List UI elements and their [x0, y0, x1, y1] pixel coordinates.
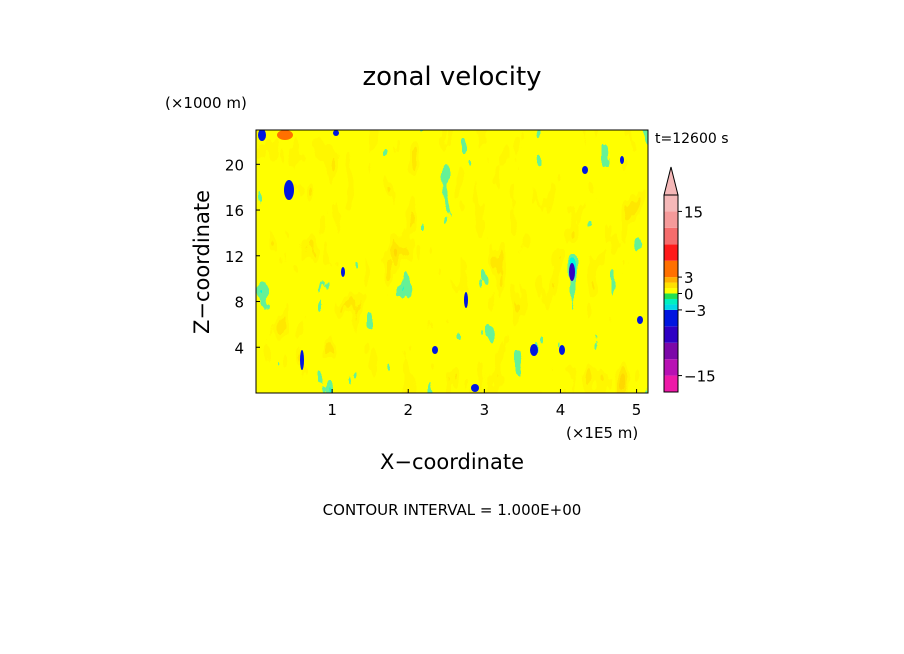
x-tick-label: 3	[480, 401, 490, 419]
colorbar-band	[664, 195, 678, 212]
colorbar-band	[664, 298, 678, 305]
contour-cell	[300, 350, 304, 370]
colorbar-band	[664, 375, 678, 392]
colorbar-band	[664, 293, 678, 299]
contour-cell	[432, 346, 438, 354]
colorbar: 15 30−3 −15	[663, 166, 716, 393]
colorbar-tick-label: 15	[684, 203, 703, 221]
colorbar-band	[664, 277, 678, 283]
colorbar-tick-label: 3	[684, 269, 694, 287]
x-tick-label: 4	[556, 401, 566, 419]
contour-cell	[341, 267, 345, 277]
x-tick-label: 2	[403, 401, 413, 419]
colorbar-band	[664, 359, 678, 376]
contour-cell	[637, 316, 643, 324]
contour-cell	[464, 292, 468, 308]
colorbar-tick-label: −3	[684, 302, 706, 320]
contour-cell	[559, 345, 565, 355]
contour-cell	[569, 263, 575, 281]
y-axis-label: Z−coordinate	[190, 190, 214, 334]
contour-cell	[620, 156, 624, 164]
time-label: t=12600 s	[655, 131, 729, 147]
contour-cell	[530, 344, 538, 356]
x-tick-label: 1	[327, 401, 337, 419]
contour-cell	[277, 130, 293, 140]
x-axis-label: X−coordinate	[380, 450, 524, 474]
colorbar-tick-label: −15	[684, 368, 716, 386]
colorbar-band	[664, 288, 678, 294]
plot-area	[256, 130, 648, 393]
contour-cell	[284, 180, 294, 200]
colorbar-band	[664, 260, 678, 278]
y-tick-label: 4	[234, 339, 244, 357]
contour-interval: CONTOUR INTERVAL = 1.000E+00	[323, 501, 582, 519]
chart-title: zonal velocity	[362, 62, 541, 92]
y-tick-label: 12	[225, 248, 244, 266]
x-unit-label: (×1E5 m)	[566, 424, 638, 442]
y-tick-label: 16	[225, 202, 244, 220]
y-unit-label: (×1000 m)	[165, 94, 247, 112]
contour-cell	[582, 166, 588, 174]
colorbar-band	[664, 227, 678, 245]
colorbar-tick-label: 0	[684, 286, 694, 304]
y-axis: 4 8 12 16 20	[225, 156, 260, 357]
colorbar-band	[664, 342, 678, 360]
colorbar-band	[664, 326, 678, 343]
contour-cell	[258, 130, 266, 141]
contour-cell	[333, 130, 339, 136]
colorbar-band	[664, 309, 678, 327]
colorbar-extend	[663, 166, 679, 196]
colorbar-band	[664, 211, 678, 228]
colorbar-band	[664, 282, 678, 289]
colorbar-band	[664, 304, 678, 310]
y-tick-label: 8	[234, 294, 244, 312]
contour-cell	[471, 384, 479, 392]
plot-frame	[255, 129, 649, 394]
contour-field	[256, 130, 648, 393]
x-tick-label: 5	[632, 401, 642, 419]
y-tick-label: 20	[225, 156, 244, 174]
x-axis: 1 2 3 4 5	[327, 389, 641, 419]
colorbar-band	[664, 244, 678, 261]
